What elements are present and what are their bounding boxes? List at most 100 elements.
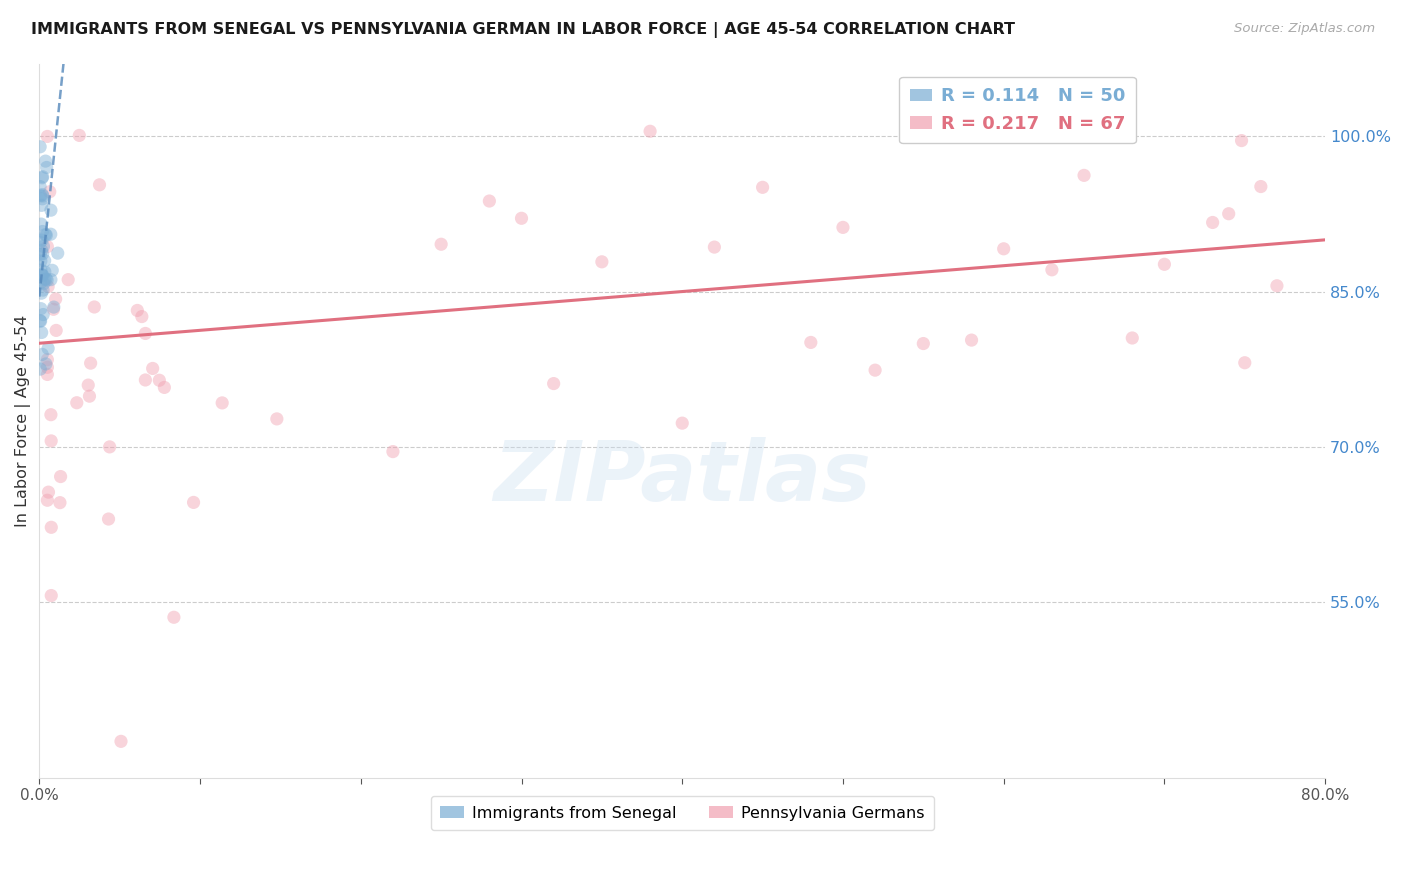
Point — [79, 356, 101, 370]
Point — [134, 373, 156, 387]
Point — [42, 300, 65, 314]
Point — [30, 140, 52, 154]
Text: IMMIGRANTS FROM SENEGAL VS PENNSYLVANIA GERMAN IN LABOR FORCE | AGE 45-54 CORREL: IMMIGRANTS FROM SENEGAL VS PENNSYLVANIA … — [31, 22, 1015, 38]
Point — [46, 246, 69, 260]
Point — [183, 495, 205, 509]
Point — [45, 323, 67, 337]
Point — [30, 254, 52, 268]
Text: Source: ZipAtlas.com: Source: ZipAtlas.com — [1234, 22, 1375, 36]
Point — [832, 220, 855, 235]
Point — [751, 180, 773, 194]
Point — [34, 154, 56, 169]
Point — [131, 310, 153, 324]
Point — [39, 520, 62, 534]
Point — [83, 300, 105, 314]
Point — [30, 217, 52, 231]
Point — [35, 272, 58, 286]
Point — [31, 247, 53, 261]
Point — [37, 493, 59, 508]
Point — [638, 124, 661, 138]
Point — [110, 734, 132, 748]
Point — [30, 362, 52, 376]
Point — [37, 352, 59, 367]
Point — [31, 187, 53, 202]
Point — [67, 128, 90, 143]
Point — [1233, 356, 1256, 370]
Text: ZIPatlas: ZIPatlas — [494, 437, 872, 518]
Point — [41, 263, 63, 277]
Point — [863, 363, 886, 377]
Point — [34, 265, 56, 279]
Point — [30, 276, 52, 290]
Point — [42, 302, 65, 317]
Point — [1121, 331, 1143, 345]
Point — [31, 268, 53, 283]
Point — [381, 444, 404, 458]
Point — [31, 225, 53, 239]
Point — [30, 247, 52, 261]
Point — [77, 378, 100, 392]
Point — [49, 469, 72, 483]
Point — [1073, 169, 1095, 183]
Point — [37, 239, 59, 253]
Point — [31, 268, 53, 282]
Point — [912, 336, 935, 351]
Point — [37, 368, 59, 382]
Point — [35, 357, 58, 371]
Point — [56, 272, 79, 286]
Point — [142, 361, 165, 376]
Point — [31, 192, 53, 206]
Point — [478, 194, 501, 208]
Point — [1073, 129, 1095, 144]
Point — [35, 161, 58, 175]
Point — [1265, 278, 1288, 293]
Point — [993, 242, 1015, 256]
Point — [34, 273, 56, 287]
Point — [31, 347, 53, 361]
Point — [266, 412, 288, 426]
Point — [31, 244, 53, 258]
Point — [163, 610, 186, 624]
Point — [39, 203, 62, 218]
Legend: Immigrants from Senegal, Pennsylvania Germans: Immigrants from Senegal, Pennsylvania Ge… — [430, 796, 934, 830]
Point — [30, 301, 52, 316]
Point — [30, 263, 52, 277]
Point — [34, 227, 56, 242]
Point — [1040, 262, 1063, 277]
Point — [31, 170, 53, 185]
Point — [30, 235, 52, 250]
Point — [38, 185, 60, 199]
Point — [89, 178, 111, 192]
Point — [960, 333, 983, 347]
Point — [79, 389, 101, 403]
Point — [1250, 179, 1272, 194]
Point — [39, 408, 62, 422]
Point — [148, 373, 170, 387]
Point — [31, 268, 53, 282]
Point — [35, 228, 58, 243]
Point — [31, 233, 53, 247]
Point — [31, 326, 53, 340]
Point — [32, 189, 55, 203]
Point — [30, 179, 52, 194]
Point — [1230, 134, 1253, 148]
Point — [1153, 257, 1175, 271]
Point — [97, 512, 120, 526]
Point — [134, 326, 156, 341]
Point — [30, 286, 52, 301]
Point — [39, 273, 62, 287]
Point — [703, 240, 725, 254]
Point — [800, 335, 823, 350]
Point — [1218, 207, 1240, 221]
Point — [66, 395, 89, 409]
Point — [32, 239, 55, 253]
Point — [45, 292, 67, 306]
Point — [98, 440, 121, 454]
Point — [39, 589, 62, 603]
Point — [30, 188, 52, 202]
Point — [37, 485, 59, 500]
Point — [510, 211, 533, 226]
Point — [30, 313, 52, 327]
Point — [39, 434, 62, 448]
Point — [32, 283, 55, 297]
